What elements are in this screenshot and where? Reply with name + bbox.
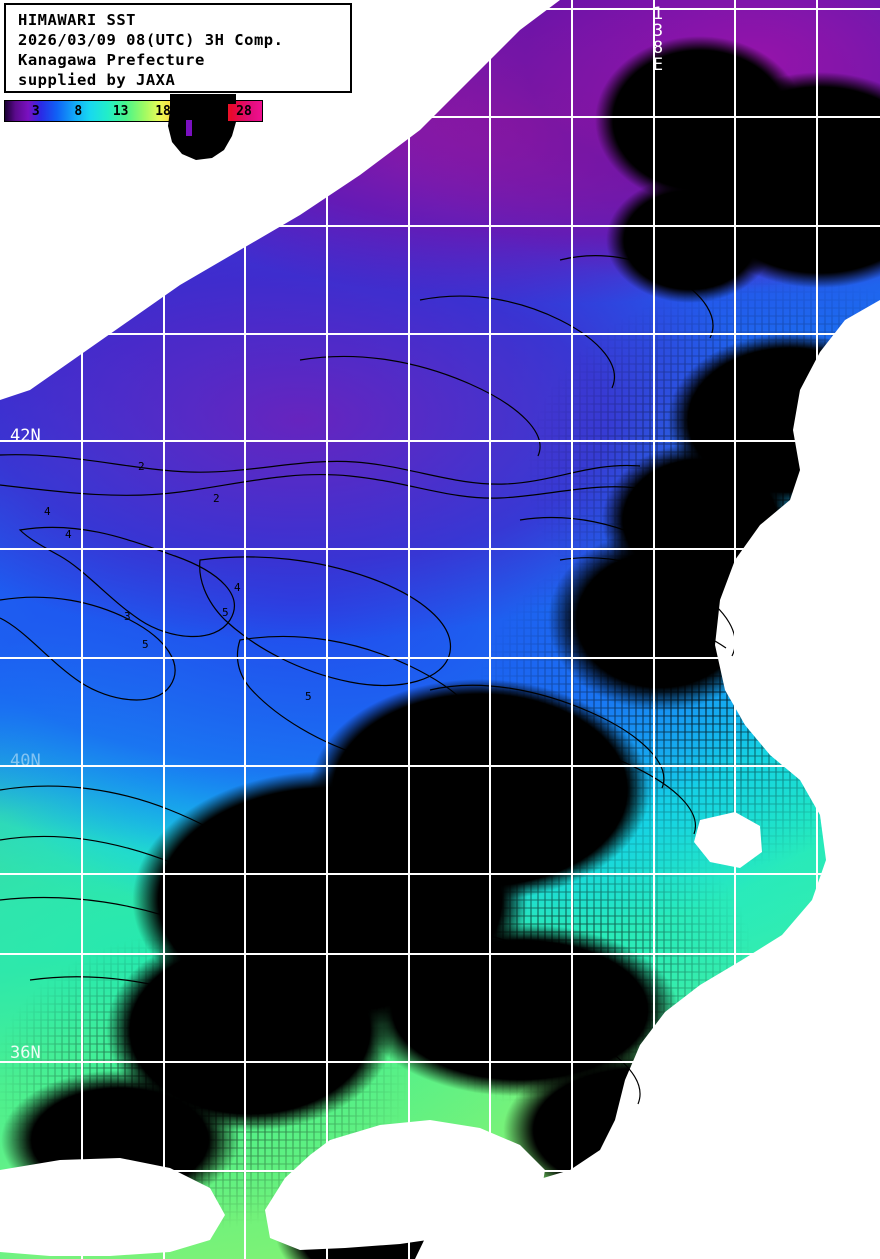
info-line-product: HIMAWARI SST bbox=[18, 11, 136, 29]
info-line-datetime: 2026/03/09 08(UTC) 3H Comp. bbox=[18, 31, 284, 49]
colorbar-gradient bbox=[5, 101, 262, 121]
info-line-region: Kanagawa Prefecture bbox=[18, 51, 205, 69]
info-line-source: supplied by JAXA bbox=[18, 71, 176, 89]
map-info-box: HIMAWARI SST 2026/03/09 08(UTC) 3H Comp.… bbox=[4, 3, 352, 93]
sst-colorbar: 3 8 13 18 23 28 bbox=[4, 100, 263, 122]
